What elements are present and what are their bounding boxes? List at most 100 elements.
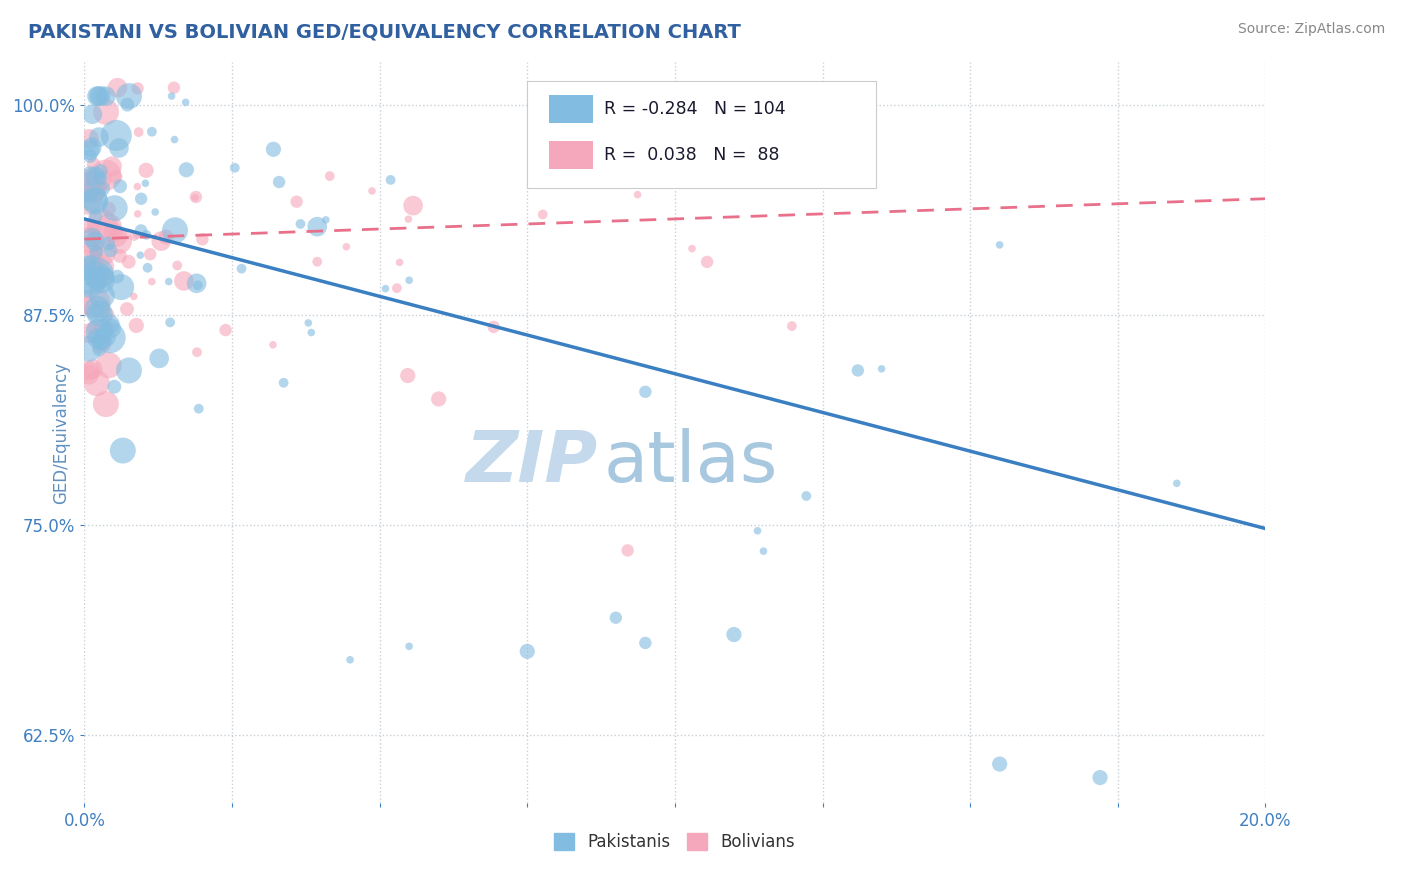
Point [135,227,157,242]
Point [1166,476,1188,491]
Point [108,249,131,263]
Point [77,342,100,356]
Point [80,140,103,154]
Point [86,244,108,259]
Point [163,80,186,95]
Point [122,229,145,244]
Point [77,364,100,378]
Point [125,228,148,243]
Point [91,245,114,260]
Point [94,104,117,119]
Point [97,236,120,251]
Point [86,274,108,288]
Point [84,295,107,310]
Point [90,172,112,186]
Point [129,223,152,237]
Point [269,175,291,189]
Point [139,247,162,261]
Point [86,331,108,345]
Point [79,144,101,158]
Point [83,321,105,335]
Point [870,361,893,376]
Point [97,359,120,373]
Point [108,234,131,248]
Point [80,255,103,269]
Point [214,323,236,337]
Point [94,89,117,103]
Point [82,242,104,256]
Point [77,261,100,276]
Point [98,317,121,331]
Point [90,337,112,351]
Point [191,232,214,246]
Point [118,363,141,377]
Point [87,89,110,103]
Point [402,198,425,212]
Point [634,636,657,650]
Point [91,218,114,232]
Point [86,304,108,318]
Point [163,132,186,146]
Text: Source: ZipAtlas.com: Source: ZipAtlas.com [1237,22,1385,37]
Point [79,149,101,163]
Point [315,212,337,227]
Point [107,80,129,95]
Text: atlas: atlas [605,428,779,497]
Text: R =  0.038   N =  88: R = 0.038 N = 88 [605,146,779,164]
Point [839,153,862,168]
Point [103,380,125,394]
Point [108,179,131,194]
Point [297,316,319,330]
Point [90,334,112,348]
Point [752,544,775,558]
Point [77,186,100,200]
Point [127,81,149,95]
Point [299,326,322,340]
Point [173,274,195,288]
Point [105,128,128,143]
Point [84,186,107,200]
Point [262,338,284,352]
Point [115,301,138,316]
Point [157,275,180,289]
Point [118,89,141,103]
Point [187,401,209,416]
Point [396,212,419,227]
Point [90,164,112,178]
Point [87,130,110,145]
Point [319,169,342,183]
Point [77,256,100,270]
Point [77,261,100,276]
Point [335,240,357,254]
Point [80,230,103,244]
Point [141,275,163,289]
Point [186,277,208,291]
Point [163,223,186,237]
Point [747,524,769,538]
Point [143,205,166,219]
Y-axis label: GED/Equivalency: GED/Equivalency [52,361,70,504]
Point [482,319,505,334]
Point [385,281,408,295]
Point [84,209,107,223]
Point [110,280,132,294]
Point [127,179,149,194]
Point [605,611,627,625]
Point [184,190,207,204]
Point [90,288,112,302]
Point [262,142,284,156]
Point [77,233,100,247]
Point [90,260,112,274]
Point [77,299,100,313]
Point [93,322,115,336]
Point [101,159,124,173]
Point [723,627,745,641]
Point [107,230,129,244]
Point [361,184,384,198]
Point [285,194,308,209]
Point [374,282,396,296]
Point [83,157,105,171]
Point [135,163,157,178]
Point [1088,771,1111,785]
Point [86,376,108,390]
